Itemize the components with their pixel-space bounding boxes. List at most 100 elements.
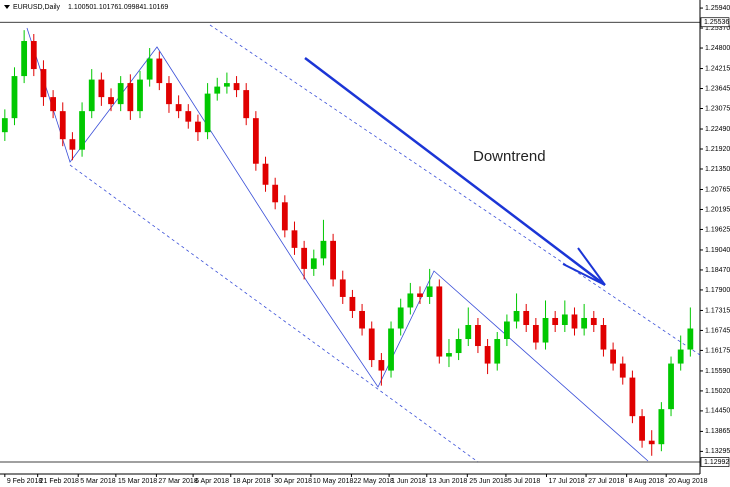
candle-body (21, 41, 28, 77)
y-tick-label: 1.20765 (705, 186, 730, 193)
candle-body (639, 416, 645, 441)
x-tick-label: 20 Aug 2018 (668, 478, 707, 485)
y-tick-label: 1.24800 (705, 45, 730, 52)
x-tick-label: 5 Mar 2018 (80, 478, 116, 485)
y-tick-label: 1.21920 (705, 146, 730, 153)
x-tick-label: 9 Feb 2018 (7, 478, 43, 485)
candle-body (262, 163, 269, 185)
candle-body (397, 307, 404, 329)
candle-body (523, 310, 530, 325)
candle-body (137, 79, 143, 112)
candle-body (648, 440, 655, 445)
candle-body (359, 310, 365, 329)
candle-body (378, 360, 385, 371)
x-tick-label: 30 Apr 2018 (274, 478, 312, 485)
y-tick-label: 1.19625 (705, 226, 730, 233)
ohlc-open: 1.10050 (68, 4, 93, 11)
candle-body (388, 328, 394, 371)
candle-body (368, 328, 375, 361)
x-tick-label: 13 Jun 2018 (429, 478, 468, 485)
candle-body (561, 314, 568, 325)
candle-body (117, 83, 124, 105)
y-tick-label: 1.21350 (705, 166, 730, 173)
candle-body (310, 258, 317, 269)
candle-body (590, 317, 597, 325)
candle-body (59, 111, 66, 140)
x-tick-label: 27 Jul 2018 (588, 478, 624, 485)
y-tick-label: 1.13295 (705, 448, 730, 455)
zigzag (26, 27, 649, 462)
annotation: Downtrend (473, 148, 546, 165)
candle-body (475, 324, 481, 347)
candle-body (504, 321, 510, 340)
candle-body (281, 202, 288, 231)
x-tick-label: 6 Apr 2018 (195, 478, 229, 485)
candle-body (349, 296, 356, 311)
candle-body (166, 83, 172, 105)
candle-body (417, 293, 423, 297)
x-tick-label: 22 May 2018 (353, 478, 394, 485)
candle-body (494, 339, 501, 364)
candle-body (330, 240, 336, 280)
x-tick-label: 25 Jun 2018 (469, 478, 508, 485)
price-marker-box (700, 17, 730, 28)
x-tick-label: 8 Aug 2018 (629, 478, 665, 485)
candle-body (455, 339, 462, 354)
candle-body (619, 363, 626, 378)
candle-body (69, 139, 76, 150)
symbol: EURUSD,Daily (13, 4, 61, 11)
candle-body (407, 293, 414, 308)
candle-body (40, 69, 47, 98)
x-tick-label: 17 Jul 2018 (548, 478, 584, 485)
candle-body (552, 317, 559, 325)
candle-body (571, 314, 578, 329)
menu-arrow (4, 5, 10, 9)
candle-body (465, 324, 472, 340)
candle-body (11, 76, 18, 119)
candle-body (610, 349, 616, 364)
candle-body (146, 58, 153, 80)
y-tick-label: 1.14450 (705, 408, 730, 415)
candle-body (195, 121, 201, 133)
candle-body (532, 324, 539, 343)
x-tick-label: 21 Feb 2018 (40, 478, 79, 485)
ohlc-high: 1.10176 (93, 4, 118, 11)
candle-body (339, 279, 346, 297)
x-tick-label: 10 May 2018 (313, 478, 354, 485)
y-tick-label: 1.20195 (705, 206, 730, 213)
y-tick-label: 1.16175 (705, 347, 730, 354)
y-tick-label: 1.24215 (705, 65, 730, 72)
y-tick-label: 1.25370 (705, 25, 730, 32)
x-tick-label: 18 Apr 2018 (233, 478, 271, 485)
x-tick-label: 5 Jul 2018 (508, 478, 540, 485)
candle-body (98, 79, 105, 98)
candle-body (581, 317, 588, 329)
price-marker-box (700, 457, 730, 467)
candle-body (446, 353, 452, 357)
y-tick-label: 1.19040 (705, 247, 730, 254)
candle-body (30, 41, 37, 70)
candle-body (214, 86, 221, 94)
price-marker-label: 1.25536 (704, 19, 729, 26)
y-tick-label: 1.22490 (705, 126, 730, 133)
candle-body (484, 346, 491, 364)
candle-body (658, 409, 665, 445)
y-tick-label: 1.15020 (705, 388, 730, 395)
candle-body (436, 286, 443, 357)
y-tick-label: 1.25940 (705, 5, 730, 12)
candle-body (272, 184, 279, 203)
y-tick-label: 1.13865 (705, 428, 730, 435)
candle-body (291, 230, 298, 248)
y-tick-label: 1.23075 (705, 105, 730, 112)
channel-upper (209, 24, 701, 356)
ohlc-low: 1.09984 (118, 4, 143, 11)
candle-body (1, 118, 8, 133)
channel-lower (69, 164, 479, 463)
candle-body (687, 328, 694, 350)
y-tick-label: 1.16745 (705, 327, 730, 334)
candle-body (185, 111, 192, 122)
y-tick-label: 1.18470 (705, 267, 730, 274)
candle-body (600, 324, 607, 350)
